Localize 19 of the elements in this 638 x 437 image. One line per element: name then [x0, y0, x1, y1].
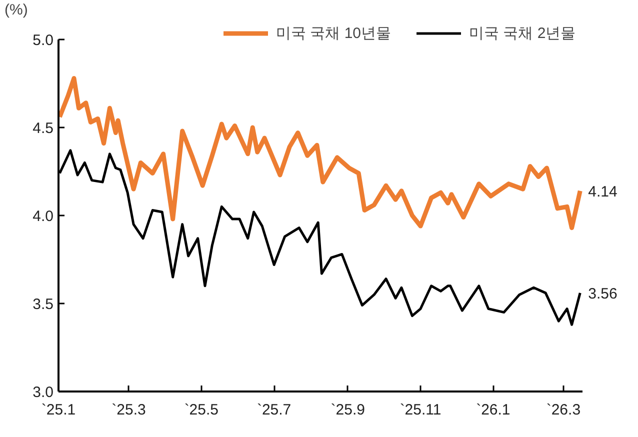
x-tick-label: `25.9 — [330, 402, 365, 418]
line-series — [58, 76, 582, 230]
y-axis-title: (%) — [4, 2, 28, 18]
x-tick-label: `26.3 — [546, 402, 581, 418]
legend-label: 미국 국채 10년물 — [276, 24, 392, 42]
annotation: 3.56 — [588, 285, 618, 302]
x-tick-label: `25.3 — [112, 402, 146, 418]
x-tick-label: `25.11 — [400, 402, 442, 418]
y-tick-label: 5.0 — [32, 32, 54, 49]
y-tick-label: 3.0 — [32, 384, 54, 401]
y-tick-label: 4.0 — [32, 208, 54, 225]
x-tick-label: `25.1 — [41, 402, 76, 418]
annotation: 4.14 — [588, 183, 618, 200]
y-tick-label: 3.5 — [32, 296, 54, 313]
x-tick-label: `25.7 — [256, 402, 292, 418]
x-tick-label: `26.1 — [476, 402, 510, 418]
legend-label: 미국 국채 2년물 — [469, 24, 576, 42]
y-tick-label: 4.5 — [32, 120, 54, 137]
x-tick-label: `25.5 — [184, 402, 219, 418]
